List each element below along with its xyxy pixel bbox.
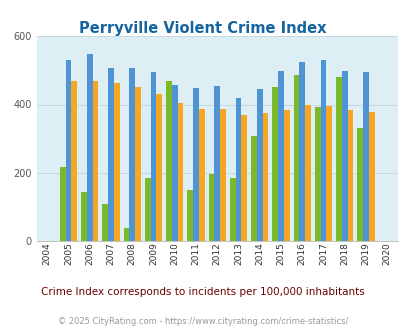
Bar — [347, 110, 352, 241]
Bar — [71, 81, 77, 241]
Bar — [320, 60, 326, 241]
Bar — [356, 128, 362, 241]
Text: © 2025 CityRating.com - https://www.cityrating.com/crime-statistics/: © 2025 CityRating.com - https://www.city… — [58, 317, 347, 326]
Bar — [326, 106, 331, 241]
Bar — [272, 87, 277, 241]
Bar — [368, 112, 374, 241]
Bar — [304, 105, 310, 241]
Bar — [362, 72, 368, 241]
Bar — [256, 89, 262, 241]
Bar — [314, 107, 320, 241]
Bar — [298, 61, 304, 241]
Bar — [145, 179, 150, 241]
Bar — [241, 115, 247, 241]
Bar — [220, 109, 225, 241]
Bar — [262, 113, 268, 241]
Bar — [341, 71, 347, 241]
Bar — [251, 136, 256, 241]
Text: Perryville Violent Crime Index: Perryville Violent Crime Index — [79, 21, 326, 36]
Bar — [335, 77, 341, 241]
Bar — [229, 179, 235, 241]
Bar — [81, 192, 87, 241]
Bar — [277, 71, 283, 241]
Bar — [193, 88, 198, 241]
Bar — [87, 54, 92, 241]
Text: Crime Index corresponds to incidents per 100,000 inhabitants: Crime Index corresponds to incidents per… — [41, 287, 364, 297]
Bar — [65, 60, 71, 241]
Bar — [166, 81, 171, 241]
Bar — [123, 228, 129, 241]
Bar — [92, 81, 98, 241]
Bar — [150, 73, 156, 241]
Bar — [198, 109, 204, 241]
Bar — [171, 85, 177, 241]
Bar — [235, 98, 241, 241]
Bar — [214, 86, 220, 241]
Bar — [60, 167, 65, 241]
Bar — [156, 94, 162, 241]
Bar — [108, 68, 113, 241]
Bar — [208, 174, 214, 241]
Bar — [113, 83, 119, 241]
Bar — [129, 68, 135, 241]
Bar — [293, 75, 298, 241]
Bar — [135, 87, 141, 241]
Bar — [102, 204, 108, 241]
Bar — [283, 110, 289, 241]
Bar — [187, 190, 193, 241]
Bar — [177, 103, 183, 241]
